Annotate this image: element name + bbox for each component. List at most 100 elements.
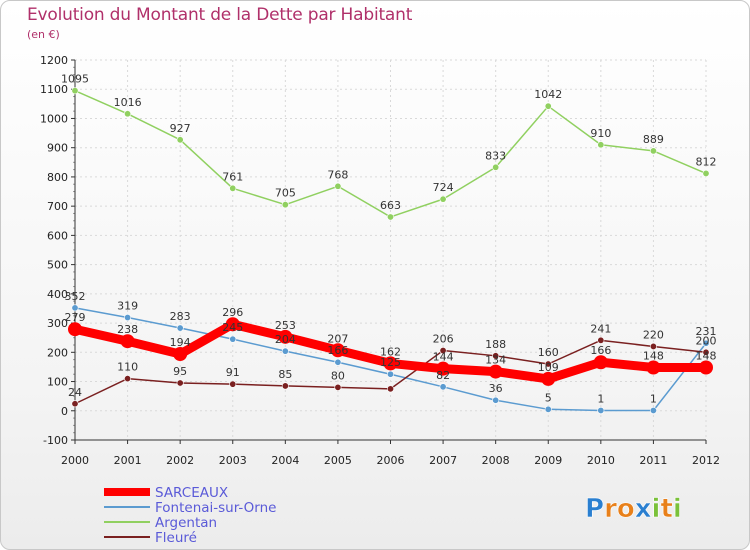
- data-label: 85: [278, 368, 292, 381]
- y-tick-label: 600: [47, 229, 68, 242]
- data-point: [702, 169, 710, 177]
- data-point: [173, 347, 188, 362]
- data-point: [544, 360, 552, 368]
- data-point: [541, 371, 556, 386]
- data-point: [124, 314, 132, 322]
- y-tick-label: 400: [47, 288, 68, 301]
- data-label: 125: [380, 356, 401, 369]
- y-tick-label: 0: [61, 405, 68, 418]
- data-point: [386, 385, 394, 393]
- data-label: 36: [489, 382, 503, 395]
- data-label: 889: [643, 133, 664, 146]
- data-label: 144: [433, 351, 454, 364]
- data-point: [68, 322, 82, 337]
- data-point: [334, 358, 342, 366]
- data-label: 910: [590, 127, 611, 140]
- logo-text: Proxiti: [585, 494, 682, 524]
- data-point: [649, 147, 657, 155]
- y-tick-label: 1100: [40, 83, 68, 96]
- data-label: 724: [433, 181, 454, 194]
- legend-label: Argentan: [155, 515, 217, 531]
- y-tick-label: 800: [47, 171, 68, 184]
- data-point: [597, 336, 605, 344]
- x-tick-label: 2002: [166, 454, 194, 467]
- legend-label: SARCEAUX: [155, 485, 228, 501]
- data-point: [702, 339, 710, 347]
- x-tick-label: 2001: [114, 454, 142, 467]
- data-label: 148: [643, 350, 664, 363]
- data-label: 761: [222, 170, 243, 183]
- data-point: [176, 379, 184, 387]
- data-point: [702, 348, 710, 356]
- data-label: 296: [222, 306, 243, 319]
- data-point: [649, 342, 657, 350]
- y-tick-label: 700: [47, 200, 68, 213]
- data-label: 109: [538, 361, 559, 374]
- data-label: 5: [545, 391, 552, 404]
- data-label: 241: [590, 322, 611, 335]
- data-point: [386, 213, 394, 221]
- data-label: 238: [117, 323, 138, 336]
- data-point: [229, 184, 237, 192]
- data-label: 705: [275, 187, 296, 200]
- data-label: 160: [538, 346, 559, 359]
- data-point: [229, 335, 237, 343]
- data-point: [330, 343, 345, 358]
- data-label: 1042: [534, 88, 562, 101]
- data-label: 253: [275, 319, 296, 332]
- y-tick-label: 900: [47, 142, 68, 155]
- x-tick-label: 2011: [639, 454, 667, 467]
- data-label: 1016: [114, 96, 142, 109]
- data-point: [176, 324, 184, 332]
- data-label: 80: [331, 369, 345, 382]
- data-label: 279: [65, 311, 86, 324]
- data-point: [71, 304, 79, 312]
- legend-label: Fleuré: [155, 530, 197, 546]
- data-point: [492, 163, 500, 171]
- data-label: 1095: [61, 73, 89, 86]
- x-tick-label: 2008: [482, 454, 510, 467]
- data-point: [278, 329, 293, 344]
- data-point: [649, 406, 657, 414]
- data-point: [383, 356, 398, 371]
- legend-label: Fontenai-sur-Orne: [155, 500, 276, 516]
- data-label: 95: [173, 365, 187, 378]
- data-label: 231: [696, 325, 717, 338]
- data-label: 1: [650, 392, 657, 405]
- data-label: 768: [327, 168, 348, 181]
- chart-title: Evolution du Montant de la Dette par Hab…: [27, 5, 413, 25]
- data-label: 1: [597, 392, 604, 405]
- data-label: 352: [65, 290, 86, 303]
- y-tick-label: 100: [47, 376, 68, 389]
- series-sarceaux: [68, 317, 713, 386]
- x-tick-label: 2012: [692, 454, 720, 467]
- data-label: 663: [380, 199, 401, 212]
- data-point: [699, 360, 713, 375]
- data-label: 162: [380, 345, 401, 358]
- data-point: [439, 195, 447, 203]
- x-tick-label: 2006: [377, 454, 405, 467]
- data-label: 148: [696, 350, 717, 363]
- data-label: 82: [436, 369, 450, 382]
- x-tick-label: 2004: [271, 454, 299, 467]
- chart-axes: -100 0 100 200 300 400 500 600 700 800 900 1000 1100…: [40, 54, 720, 467]
- y-tick-label: 1000: [40, 112, 68, 125]
- series-fontenai-sur-orne: [71, 304, 710, 414]
- data-label: 194: [170, 336, 191, 349]
- data-point: [544, 405, 552, 413]
- x-tick-label: 2000: [61, 454, 89, 467]
- chart-data-labels: 279 238 194 296 253 207 162 144 134 109 166 148 148 3…: [61, 73, 717, 406]
- data-point: [120, 334, 135, 349]
- data-label: 283: [170, 310, 191, 323]
- series-fleur: [71, 336, 710, 408]
- data-point: [229, 380, 237, 388]
- data-label: 110: [117, 361, 138, 374]
- data-point: [281, 201, 289, 209]
- data-point: [492, 352, 500, 360]
- data-label: 91: [226, 366, 240, 379]
- data-label: 245: [222, 321, 243, 334]
- x-tick-label: 2010: [587, 454, 615, 467]
